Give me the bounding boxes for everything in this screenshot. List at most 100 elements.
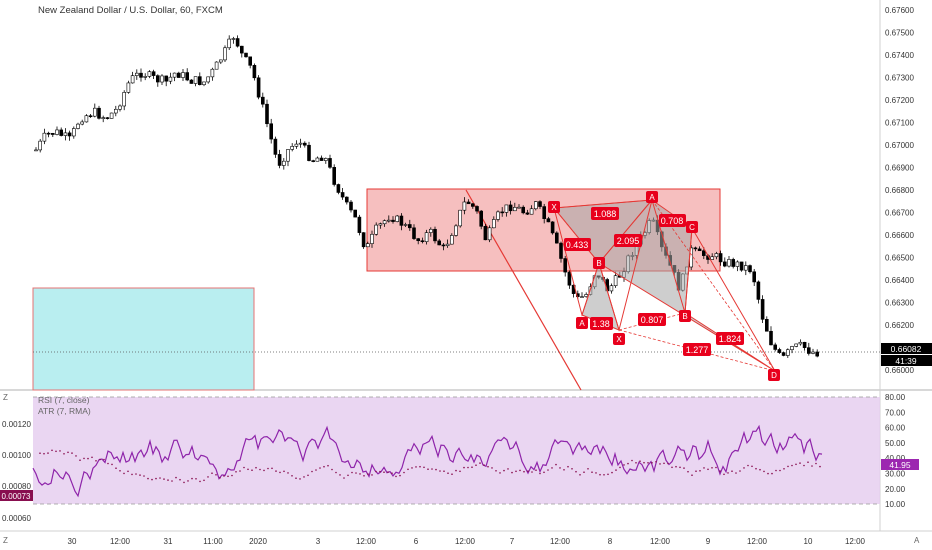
cyan-rectangle-drawing[interactable] [32,287,255,391]
candle-body [487,227,492,241]
ratio-label-5[interactable]: 1.38 [590,317,613,330]
atr-point [799,462,801,464]
time-tick-label: 12:00 [550,537,571,546]
atr-point [511,471,513,474]
atr-point [447,472,449,475]
ratio-label-2[interactable]: 0.433 [564,238,591,251]
atr-point [319,467,321,469]
harmonic-pattern-drawing[interactable] [553,198,776,372]
atr-point [639,460,641,463]
point-c-label[interactable]: C [686,221,698,233]
svg-text:1.824: 1.824 [719,334,742,344]
atr-point [363,475,365,477]
candle-body [46,132,51,135]
atr-point [339,474,341,476]
trend-line[interactable] [465,189,582,391]
atr-point [291,475,293,477]
candle-body [177,72,181,78]
svg-text:B: B [596,259,601,268]
atr-point [443,470,445,473]
atr-point [75,455,77,457]
point-b-label[interactable]: B [593,257,605,269]
atr-point [131,473,133,476]
ratio-label-1[interactable]: 1.088 [591,207,619,220]
atr-line[interactable] [39,449,821,484]
candle-body [181,72,185,78]
atr-point [79,459,81,462]
candle-body [277,154,282,166]
atr-point [315,469,317,471]
atr-point [395,475,397,478]
candle-body [151,71,156,76]
candle-body [428,228,433,233]
atr-point [495,470,497,472]
atr-point [191,477,193,480]
atr-point [91,456,93,459]
atr-point [435,468,437,471]
candle-body [156,75,160,83]
candle-body [240,45,244,54]
rsi-tick-label: 20.00 [885,485,906,494]
ratio-label-8[interactable]: 1.277 [683,343,711,356]
point-d-label[interactable]: D [768,369,780,381]
candle-body [281,160,286,166]
point-x-lower-label[interactable]: X [613,333,625,345]
atr-point [99,458,101,461]
candle-body [252,65,257,79]
atr-point [119,470,121,472]
atr-point [703,467,705,469]
atr-point [67,451,69,454]
candle-body [462,201,467,211]
time-tick-label: 7 [510,537,515,546]
ratio-label-3[interactable]: 2.095 [614,234,642,247]
price-tick-label: 0.67500 [885,29,914,38]
pattern-labels[interactable]: X A B C D A B X 1.088 0.433 2.095 0.708 … [548,191,780,381]
candle-body [130,75,135,84]
atr-point [439,470,441,472]
candle-body [739,261,744,271]
atr-point [507,468,509,470]
time-tick-label: 12:00 [650,537,671,546]
ratio-label-7[interactable]: 1.824 [716,332,744,345]
atr-point [147,477,149,480]
candle-body [395,215,400,222]
atr-point [179,478,181,481]
candle-body [269,123,274,140]
time-tick-label: 12:00 [455,537,476,546]
candle-body [731,259,736,267]
candle-body [433,228,437,242]
atr-point [791,464,793,467]
price-axis[interactable]: 0.67600 0.67500 0.67400 0.67300 0.67200 0.671… [885,6,914,375]
ratio-label-6[interactable]: 0.807 [638,313,666,326]
price-tick-label: 0.67300 [885,74,914,83]
last-price-badge: 0.66082 41:39 [881,343,932,366]
candle-body [76,123,80,129]
point-x-label[interactable]: X [548,201,560,213]
candle-body [454,225,458,236]
price-tick-label: 0.67200 [885,96,914,105]
candle-body [697,248,702,252]
time-axis[interactable]: 30 12:00 31 11:00 2020 3 12:00 6 12:00 7 12:00 8 12:… [68,537,866,546]
rsi-tick-label: 40.00 [885,454,906,463]
rsi-axis[interactable]: 80.00 70.00 60.00 50.00 40.00 30.00 20.00 10.00 [885,393,906,509]
candle-body [752,271,757,283]
atr-point [527,470,529,473]
candle-body [441,244,446,247]
ratio-label-4[interactable]: 0.708 [659,214,686,227]
svg-text:1.277: 1.277 [686,345,709,355]
candle-body [206,76,210,83]
candle-body [80,121,84,125]
point-a-label[interactable]: A [646,191,658,203]
atr-point [731,470,733,473]
atr-point [359,473,361,475]
atr-point [159,477,161,479]
atr-point [455,469,457,472]
atr-axis[interactable]: 0.00120 0.00100 0.00080 0.00060 [2,420,31,523]
rsi-line[interactable] [32,424,823,498]
point-a-lower-label[interactable]: A [576,317,588,329]
candle-body [496,211,500,220]
point-b-lower-label[interactable]: B [679,310,691,322]
candle-body [202,81,206,86]
rsi-tick-label: 60.00 [885,424,906,433]
